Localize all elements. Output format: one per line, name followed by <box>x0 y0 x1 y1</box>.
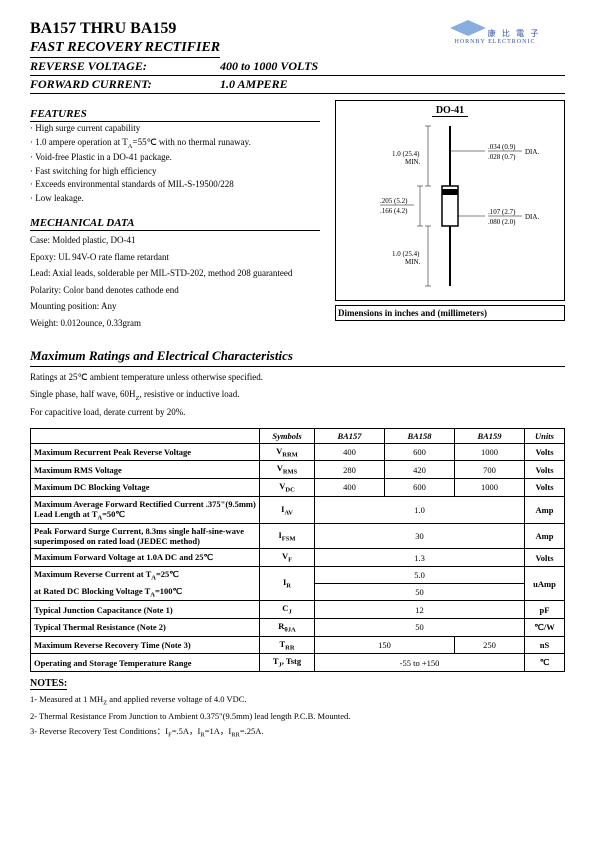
ratings-intro-line: Single phase, half wave, 60HZ, resistive… <box>30 388 565 404</box>
svg-text:1.0 (25.4): 1.0 (25.4) <box>392 150 420 158</box>
svg-text:.205 (5.2): .205 (5.2) <box>380 197 408 205</box>
svg-text:DIA.: DIA. <box>525 213 539 221</box>
mechanical-item: Mounting position: Any <box>30 300 320 314</box>
table-row: Typical Thermal Resistance (Note 2)RθJA5… <box>31 619 565 637</box>
ratings-intro-line: Ratings at 25℃ ambient temperature unles… <box>30 371 565 385</box>
mechanical-item: Epoxy: UL 94V-O rate flame retardant <box>30 251 320 265</box>
svg-text:.028 (0.7): .028 (0.7) <box>488 153 516 161</box>
svg-text:.080 (2.0): .080 (2.0) <box>488 218 516 226</box>
table-row: Maximum RMS VoltageVRMS280420700Volts <box>31 461 565 479</box>
svg-text:MIN.: MIN. <box>405 258 421 266</box>
table-row: Maximum Reverse Current at TA=25℃IR5.0uA… <box>31 567 565 584</box>
svg-text:DIA.: DIA. <box>525 148 539 156</box>
table-row: Typical Junction Capacitance (Note 1)CJ1… <box>31 601 565 619</box>
brand-text-cn: 康 比 電 子 <box>488 29 541 38</box>
mechanical-item: Weight: 0.012ounce, 0.33gram <box>30 317 320 331</box>
features-list: · High surge current capability· 1.0 amp… <box>30 122 320 205</box>
dimensions-caption: Dimensions in inches and (millimeters) <box>335 305 565 321</box>
forward-current-label: FORWARD CURRENT: <box>30 77 220 92</box>
table-row: Maximum Reverse Recovery Time (Note 3)TR… <box>31 636 565 654</box>
brand-logo: 康 比 電 子 HORNBY ELECTRONIC <box>425 20 565 45</box>
table-row: Peak Forward Surge Current, 8.3ms single… <box>31 524 565 549</box>
features-heading: FEATURES <box>30 108 320 122</box>
feature-item: · Void-free Plastic in a DO-41 package. <box>30 151 320 165</box>
mechanical-heading: MECHANICAL DATA <box>30 217 320 231</box>
notes-list: 1- Measured at 1 MHZ and applied reverse… <box>30 694 565 738</box>
table-row: Maximum Forward Voltage at 1.0A DC and 2… <box>31 549 565 567</box>
ratings-intro-line: For capacitive load, derate current by 2… <box>30 406 565 420</box>
col-units: Units <box>525 428 565 443</box>
feature-item: · Exceeds environmental standards of MIL… <box>30 178 320 192</box>
ratings-intro: Ratings at 25℃ ambient temperature unles… <box>30 371 565 420</box>
notes-heading: NOTES: <box>30 678 67 690</box>
col-ba157: BA157 <box>315 428 385 443</box>
note-item: 3- Reverse Recovery Test Conditions：IF=.… <box>30 725 565 739</box>
table-row: Maximum DC Blocking VoltageVDC4006001000… <box>31 478 565 496</box>
col-ba158: BA158 <box>385 428 455 443</box>
package-outline-icon: .034 (0.9) .028 (0.7) DIA. 1.0 (25.4) MI… <box>350 121 550 296</box>
svg-text:.034 (0.9): .034 (0.9) <box>488 143 516 151</box>
package-diagram: DO-41 .034 (0.9) .028 (0.7) DIA. 1.0 (25… <box>335 100 565 301</box>
mechanical-item: Case: Molded plastic, DO-41 <box>30 234 320 248</box>
ratings-table: Symbols BA157 BA158 BA159 Units Maximum … <box>30 428 565 673</box>
reverse-voltage-label: REVERSE VOLTAGE: <box>30 59 220 74</box>
col-ba159: BA159 <box>455 428 525 443</box>
mechanical-list: Case: Molded plastic, DO-41 Epoxy: UL 94V… <box>30 234 320 330</box>
table-row: Operating and Storage Temperature RangeT… <box>31 654 565 672</box>
svg-text:.166 (4.2): .166 (4.2) <box>380 207 408 215</box>
feature-item: · Low leakage. <box>30 192 320 206</box>
page-title: BA157 THRU BA159 <box>30 20 220 38</box>
feature-item: · Fast switching for high efficiency <box>30 165 320 179</box>
ratings-heading: Maximum Ratings and Electrical Character… <box>30 348 565 367</box>
feature-item: · 1.0 ampere operation at TA=55℃ with no… <box>30 136 320 152</box>
svg-text:MIN.: MIN. <box>405 158 421 166</box>
table-row: Maximum Average Forward Rectified Curren… <box>31 496 565 524</box>
svg-text:.107 (2.7): .107 (2.7) <box>488 208 516 216</box>
table-row: Maximum Recurrent Peak Reverse VoltageVR… <box>31 443 565 461</box>
note-item: 2- Thermal Resistance From Junction to A… <box>30 711 565 721</box>
feature-item: · High surge current capability <box>30 122 320 136</box>
mechanical-item: Lead: Axial leads, solderable per MIL-ST… <box>30 267 320 281</box>
forward-current-value: 1.0 AMPERE <box>220 77 288 92</box>
col-symbols: Symbols <box>260 428 315 443</box>
reverse-voltage-value: 400 to 1000 VOLTS <box>220 59 318 74</box>
mechanical-item: Polarity: Color band denotes cathode end <box>30 284 320 298</box>
logo-icon <box>450 20 486 36</box>
package-name: DO-41 <box>432 105 468 117</box>
brand-text-en: HORNBY ELECTRONIC <box>425 39 565 45</box>
note-item: 1- Measured at 1 MHZ and applied reverse… <box>30 694 565 707</box>
svg-text:1.0 (25.4): 1.0 (25.4) <box>392 250 420 258</box>
page-subtitle: FAST RECOVERY RECTIFIER <box>30 40 220 58</box>
